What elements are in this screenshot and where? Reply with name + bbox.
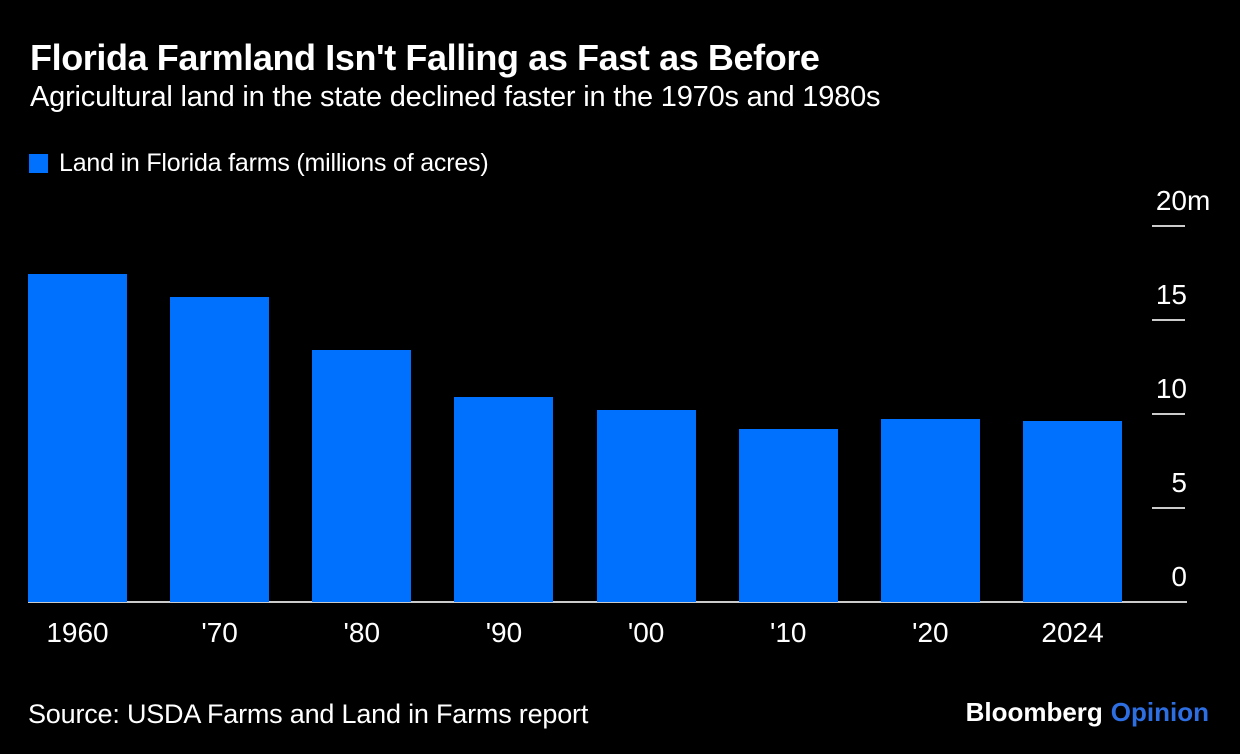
legend-swatch-icon (29, 153, 48, 173)
x-tick-label: '20 (912, 617, 949, 648)
bar-'00 (596, 409, 696, 602)
source-note: Source: USDA Farms and Land in Farms rep… (28, 699, 589, 729)
bloomberg-opinion-logo: Bloomberg Opinion (966, 697, 1209, 728)
bar-1960 (28, 274, 127, 602)
x-tick-label: 2024 (1041, 617, 1104, 648)
x-tick-label: '70 (201, 617, 238, 648)
y-axis-unit-suffix: m (1187, 184, 1211, 216)
x-tick-label: '10 (770, 617, 807, 648)
brand-product: Opinion (1110, 697, 1209, 727)
x-tick-label: '00 (627, 617, 665, 648)
x-axis-baseline (28, 601, 1187, 603)
legend-label: Land in Florida farms (millions of acres… (59, 148, 489, 177)
bar-2024 (1023, 421, 1123, 602)
y-tick-line (1152, 224, 1185, 227)
bar-'70 (170, 297, 270, 602)
bar-'90 (454, 396, 554, 602)
y-tick-line (1152, 506, 1185, 509)
y-tick-line (1152, 412, 1185, 415)
y-tick-label: 10 (1155, 372, 1187, 404)
chart-subtitle: Agricultural land in the state declined … (30, 81, 881, 113)
y-tick-line (1152, 318, 1185, 321)
y-tick-label: 5 (1171, 466, 1187, 498)
x-tick-label: '80 (343, 617, 381, 648)
x-tick-label: '90 (485, 617, 523, 648)
y-tick-label: 0 (1171, 561, 1187, 592)
x-tick-label: 1960 (46, 617, 109, 648)
brand-name: Bloomberg (965, 697, 1103, 727)
chart-title: Florida Farmland Isn't Falling as Fast a… (30, 37, 820, 78)
legend: Land in Florida farms (millions of acres… (29, 148, 489, 177)
bar-'20 (880, 419, 980, 602)
y-tick-label: 15 (1155, 278, 1187, 310)
bar-'80 (312, 349, 412, 602)
bar-'10 (738, 428, 838, 602)
y-tick-label: 20 m (1155, 184, 1211, 216)
